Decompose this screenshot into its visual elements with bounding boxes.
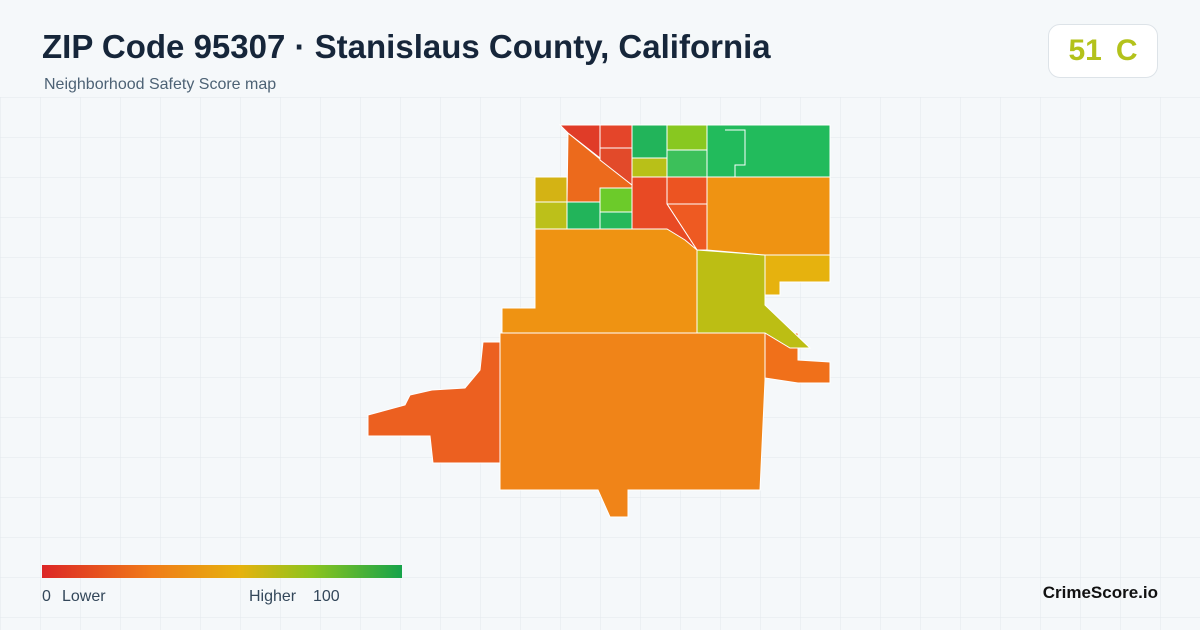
legend-max: 100 — [313, 588, 340, 605]
area — [666, 124, 708, 151]
area — [631, 124, 668, 159]
legend-max-label: Higher — [249, 588, 297, 605]
area — [499, 332, 766, 518]
score-value: 51 — [1068, 34, 1102, 67]
score-grade: C — [1115, 34, 1138, 67]
legend-min: 0 — [42, 588, 51, 605]
score-badge: 51 C — [1048, 24, 1158, 78]
area — [599, 147, 633, 187]
area — [706, 176, 831, 256]
area — [534, 201, 568, 230]
area — [666, 149, 708, 178]
zip-areas — [367, 124, 831, 518]
subtitle: Neighborhood Safety Score map — [44, 76, 277, 93]
area — [599, 187, 633, 213]
area — [566, 201, 601, 230]
area — [534, 176, 568, 203]
area — [631, 176, 698, 251]
brand: CrimeScore.io — [1042, 583, 1158, 602]
area — [599, 211, 633, 230]
area — [631, 157, 668, 178]
legend-min-label: Lower — [62, 588, 106, 605]
area — [666, 176, 708, 205]
area-border — [725, 129, 746, 177]
legend-gradient — [42, 565, 402, 578]
title: ZIP Code 95307 · Stanislaus County, Cali… — [42, 28, 771, 65]
area — [599, 124, 633, 149]
area — [367, 341, 501, 464]
area — [706, 124, 831, 178]
